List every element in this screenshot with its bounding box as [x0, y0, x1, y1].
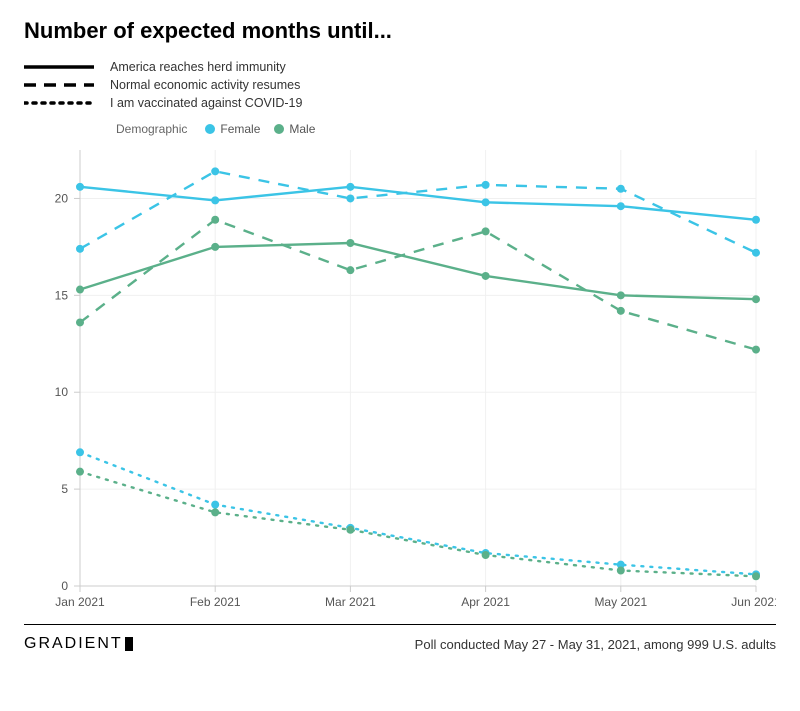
svg-text:Jan 2021: Jan 2021 — [55, 595, 105, 609]
legend-item-female: Female — [205, 122, 260, 136]
chart-title: Number of expected months until... — [24, 18, 776, 44]
legend-dot-male — [274, 124, 284, 134]
legend-label-0: America reaches herd immunity — [110, 58, 302, 76]
chart-area: 0 5 10 15 20 Jan 2021 Feb 2021 Mar 2021 Apr 2021… — [24, 140, 776, 620]
brand-logo: GRADIENT — [24, 635, 133, 653]
brand-block-icon — [125, 637, 133, 651]
legend-dot-female — [205, 124, 215, 134]
legend-label-1: Normal economic activity resumes — [110, 76, 302, 94]
legend-swatch-solid — [24, 58, 94, 76]
line-style-legend: America reaches herd immunity Normal eco… — [24, 58, 776, 112]
brand-text: GRADIENT — [24, 635, 123, 653]
legend-label-female: Female — [220, 122, 260, 136]
svg-text:5: 5 — [61, 482, 68, 496]
svg-text:Mar 2021: Mar 2021 — [325, 595, 376, 609]
legend-label-male: Male — [289, 122, 315, 136]
legend-swatch-dotted — [24, 94, 94, 112]
legend-swatch-dashed — [24, 76, 94, 94]
legend-swatches — [24, 58, 94, 112]
svg-text:Feb 2021: Feb 2021 — [190, 595, 241, 609]
legend-item-male: Male — [274, 122, 315, 136]
demographic-legend: Demographic Female Male — [116, 122, 776, 136]
svg-text:Jun 2021: Jun 2021 — [731, 595, 776, 609]
svg-text:10: 10 — [55, 385, 69, 399]
demographic-legend-title: Demographic — [116, 122, 187, 136]
svg-text:Apr 2021: Apr 2021 — [461, 595, 510, 609]
svg-text:20: 20 — [55, 191, 69, 205]
line-chart-svg: 0 5 10 15 20 Jan 2021 Feb 2021 Mar 2021 Apr 2021… — [24, 140, 776, 620]
footer: GRADIENT Poll conducted May 27 - May 31,… — [0, 625, 800, 667]
poll-note: Poll conducted May 27 - May 31, 2021, am… — [415, 637, 776, 652]
legend-labels: America reaches herd immunity Normal eco… — [110, 58, 302, 112]
svg-text:15: 15 — [55, 288, 69, 302]
svg-text:0: 0 — [61, 579, 68, 593]
svg-text:May 2021: May 2021 — [594, 595, 647, 609]
legend-label-2: I am vaccinated against COVID-19 — [110, 94, 302, 112]
